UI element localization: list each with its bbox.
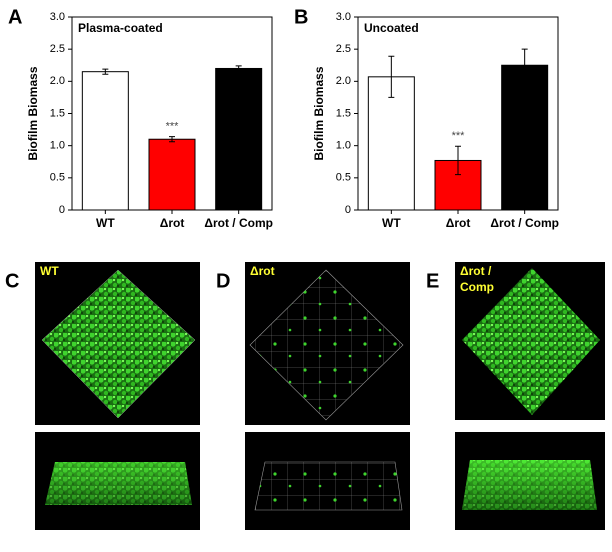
image-label: Δrot bbox=[250, 264, 275, 278]
chart-title: Plasma-coated bbox=[78, 21, 163, 35]
image-label: Comp bbox=[460, 280, 494, 294]
y-tick-label: 2.5 bbox=[336, 43, 351, 55]
y-tick-label: 2.0 bbox=[50, 75, 65, 87]
y-tick-label: 0 bbox=[59, 204, 65, 216]
y-tick-label: 0.5 bbox=[336, 172, 351, 184]
y-tick-label: 1.0 bbox=[50, 140, 65, 152]
panel-letter: A bbox=[8, 6, 22, 28]
y-axis-label: Biofilm Biomass bbox=[312, 66, 326, 160]
y-tick-label: 0 bbox=[345, 204, 351, 216]
y-tick-label: 1.5 bbox=[336, 107, 351, 119]
error-bar bbox=[235, 65, 242, 72]
x-tick-label: WT bbox=[382, 216, 401, 230]
panel-letter: D bbox=[216, 270, 230, 292]
annotation: *** bbox=[166, 121, 180, 133]
y-tick-label: 0.5 bbox=[50, 172, 65, 184]
bar bbox=[148, 138, 196, 211]
y-axis-label: Biofilm Biomass bbox=[26, 66, 40, 160]
annotation: *** bbox=[452, 130, 466, 142]
chart-title: Uncoated bbox=[364, 21, 419, 35]
x-tick-label: Δrot / Comp bbox=[490, 216, 559, 230]
x-tick-label: WT bbox=[96, 216, 115, 230]
panel-letter: B bbox=[294, 6, 308, 28]
error-bar bbox=[169, 136, 175, 143]
y-tick-label: 3.0 bbox=[336, 11, 351, 23]
y-tick-label: 1.5 bbox=[50, 107, 65, 119]
error-bar bbox=[388, 55, 395, 98]
x-tick-label: Δrot / Comp bbox=[204, 216, 273, 230]
image-label: WT bbox=[40, 264, 59, 278]
micrograph-e bbox=[455, 262, 605, 530]
error-bar bbox=[455, 145, 461, 176]
panel-letter: E bbox=[426, 270, 439, 292]
bar bbox=[215, 67, 263, 211]
y-tick-label: 1.0 bbox=[336, 140, 351, 152]
bar bbox=[81, 71, 129, 211]
y-tick-label: 3.0 bbox=[50, 11, 65, 23]
x-tick-label: Δrot bbox=[446, 216, 471, 230]
image-label: Δrot / bbox=[460, 264, 492, 278]
panel-letter: C bbox=[5, 270, 19, 292]
micrograph-d bbox=[245, 262, 410, 530]
error-bar bbox=[102, 68, 109, 75]
bar bbox=[501, 64, 549, 211]
x-tick-label: Δrot bbox=[160, 216, 185, 230]
error-bar bbox=[521, 48, 528, 82]
bar bbox=[367, 76, 415, 211]
y-tick-label: 2.5 bbox=[50, 43, 65, 55]
y-tick-label: 2.0 bbox=[336, 75, 351, 87]
micrograph-c bbox=[35, 262, 200, 530]
